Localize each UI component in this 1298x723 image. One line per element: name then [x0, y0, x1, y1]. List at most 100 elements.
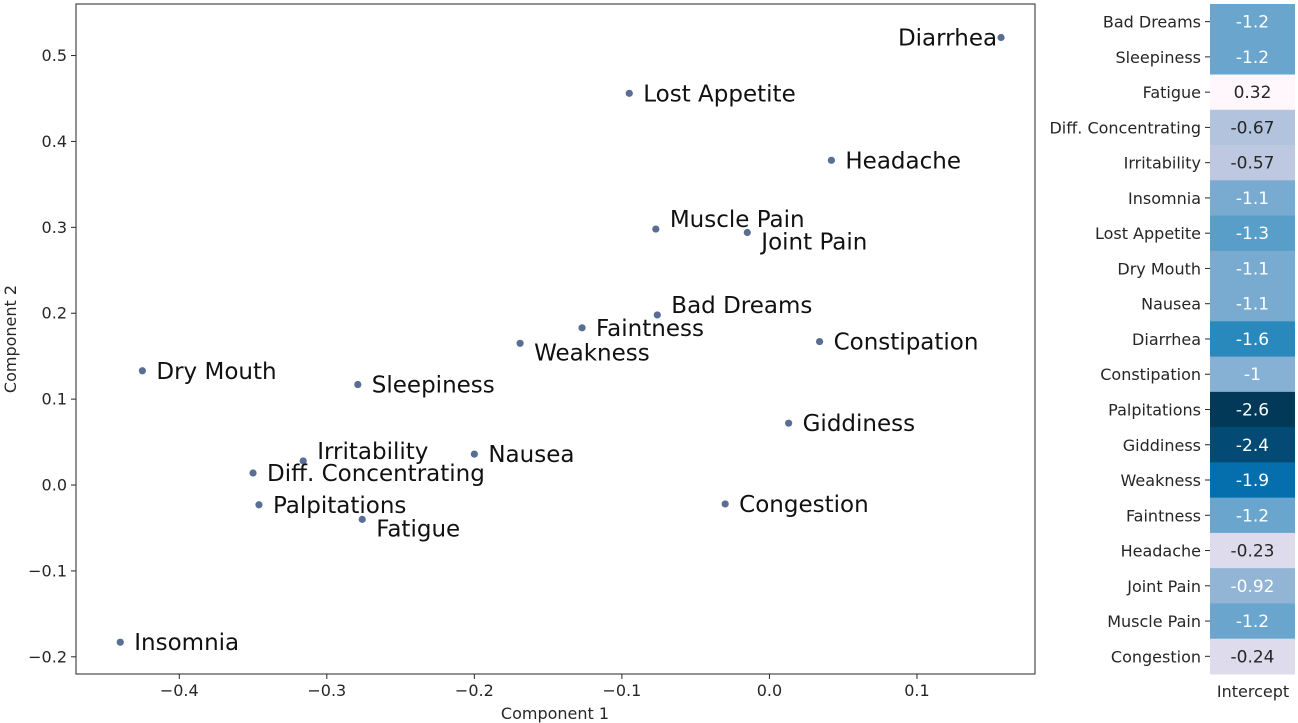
heatmap-cell: [1210, 321, 1295, 358]
heatmap-row-label: Insomnia: [1128, 189, 1201, 208]
heatmap-row-label: Congestion: [1111, 647, 1201, 666]
data-point: [470, 450, 478, 458]
data-point: [815, 337, 824, 346]
heatmap-row-label: Joint Pain: [1126, 577, 1201, 596]
heatmap-row-label: Diarrhea: [1132, 330, 1201, 349]
heatmap-cell: [1210, 391, 1295, 428]
data-point: [721, 500, 729, 508]
point-label: Headache: [845, 148, 961, 174]
point-label: Constipation: [834, 330, 979, 356]
heatmap-cell: [1210, 250, 1295, 287]
x-axis-ticks: −0.4 −0.3 −0.2 −0.1 0.0 0.1: [160, 674, 930, 700]
heatmap-row-label: Nausea: [1141, 295, 1201, 314]
point-label: Diarrhea: [898, 26, 997, 52]
x-tick-label: −0.1: [602, 681, 641, 700]
heatmap-value: -0.24: [1231, 647, 1275, 667]
x-tick-label: −0.2: [455, 681, 494, 700]
heatmap-row-label: Lost Appetite: [1095, 224, 1201, 243]
point-label: Lost Appetite: [643, 81, 795, 107]
heatmap-value: -0.57: [1231, 154, 1275, 174]
y-tick-label: 0.0: [42, 476, 67, 495]
y-tick-label: 0.5: [42, 46, 67, 65]
heatmap-cell: [1210, 568, 1295, 604]
heatmap-value: -1.1: [1236, 295, 1269, 315]
heatmap-row-label: Headache: [1121, 542, 1201, 561]
heatmap-value: -1.9: [1236, 471, 1269, 491]
y-tick-label: 0.2: [42, 304, 67, 323]
heatmap-cell: [1210, 145, 1295, 181]
heatmap-row-label: Faintness: [1126, 506, 1201, 525]
data-point: [255, 501, 263, 509]
data-point: [743, 228, 751, 237]
heatmap-value: -1.2: [1236, 13, 1269, 33]
heatmap-value: -1.6: [1236, 330, 1269, 350]
heatmap-x-label: Intercept: [1217, 682, 1289, 701]
heatmap-cell: [1210, 180, 1295, 217]
data-point: [299, 457, 307, 465]
data-point: [516, 339, 524, 347]
data-point: [827, 156, 835, 164]
heatmap-value: -2.4: [1236, 436, 1269, 456]
heatmap-row-label: Irritability: [1124, 154, 1201, 173]
heatmap-cell: [1210, 286, 1295, 322]
intercept-heatmap: -1.2 Bad Dreams -1.2 Sleepiness 0.32 Fatigue -…: [1049, 4, 1295, 701]
data-points: Diarrhea Lost Appetite Headache Muscle Pain…: [116, 26, 1005, 656]
heatmap-cell: [1210, 74, 1295, 111]
point-label: Giddiness: [803, 411, 916, 437]
heatmap-value: -0.23: [1231, 542, 1275, 562]
heatmap-cell: [1210, 215, 1295, 252]
point-label: Dry Mouth: [156, 359, 276, 385]
data-point: [997, 33, 1005, 42]
point-label: Nausea: [488, 442, 574, 468]
point-label: Faintness: [596, 316, 704, 342]
heatmap-row-label: Dry Mouth: [1117, 259, 1201, 278]
heatmap-row-label: Bad Dreams: [1103, 13, 1201, 32]
data-point: [358, 515, 366, 523]
heatmap-value: -1.2: [1236, 612, 1269, 632]
scatter-plot: −0.4 −0.3 −0.2 −0.1 0.0 0.1 −0.2 −0.1 0.0 0.1 0.2…: [1, 3, 1036, 723]
data-point: [625, 89, 633, 97]
point-label: Palpitations: [273, 493, 406, 519]
heatmap-cell: [1210, 603, 1295, 640]
x-tick-label: 0.1: [904, 681, 929, 700]
point-label: Insomnia: [134, 630, 239, 656]
heatmap-cell: [1210, 356, 1295, 393]
heatmap-row-label: Weakness: [1121, 471, 1201, 490]
heatmap-value: -0.92: [1231, 577, 1275, 597]
heatmap-cell: [1210, 39, 1295, 76]
data-point: [578, 324, 586, 332]
point-label: Weakness: [534, 340, 650, 366]
heatmap-row-label: Sleepiness: [1115, 48, 1201, 67]
data-point: [116, 638, 124, 646]
point-label: Joint Pain: [759, 229, 867, 255]
point-label: Diff. Concentrating: [267, 461, 485, 487]
data-point: [652, 225, 660, 233]
data-point: [653, 311, 661, 319]
plot-frame: [75, 3, 1036, 675]
heatmap-row-label: Giddiness: [1123, 436, 1201, 455]
heatmap-value: -0.67: [1231, 118, 1275, 138]
y-tick-label: 0.4: [42, 132, 67, 151]
y-tick-label: −0.2: [28, 647, 67, 666]
data-point: [138, 367, 146, 375]
heatmap-cell: [1210, 4, 1295, 40]
x-axis-label: Component 1: [501, 704, 609, 723]
heatmap-value: -1.1: [1236, 189, 1269, 209]
heatmap-value: 0.32: [1234, 83, 1272, 103]
heatmap-cell: [1210, 638, 1295, 675]
heatmap-value: -2.6: [1236, 400, 1269, 420]
point-label: Bad Dreams: [671, 293, 812, 319]
heatmap-value: -1.3: [1236, 224, 1269, 244]
y-tick-label: 0.1: [42, 390, 67, 409]
heatmap-cell: [1210, 427, 1295, 463]
point-label: Sleepiness: [372, 373, 495, 399]
heatmap-value: -1.2: [1236, 48, 1269, 68]
heatmap-value: -1.1: [1236, 259, 1269, 279]
heatmap-cell: [1210, 532, 1295, 569]
x-tick-label: −0.3: [307, 681, 346, 700]
heatmap-value: -1: [1244, 365, 1261, 385]
heatmap-cell: [1210, 109, 1295, 146]
point-label: Muscle Pain: [670, 207, 805, 233]
point-label: Fatigue: [376, 516, 460, 542]
